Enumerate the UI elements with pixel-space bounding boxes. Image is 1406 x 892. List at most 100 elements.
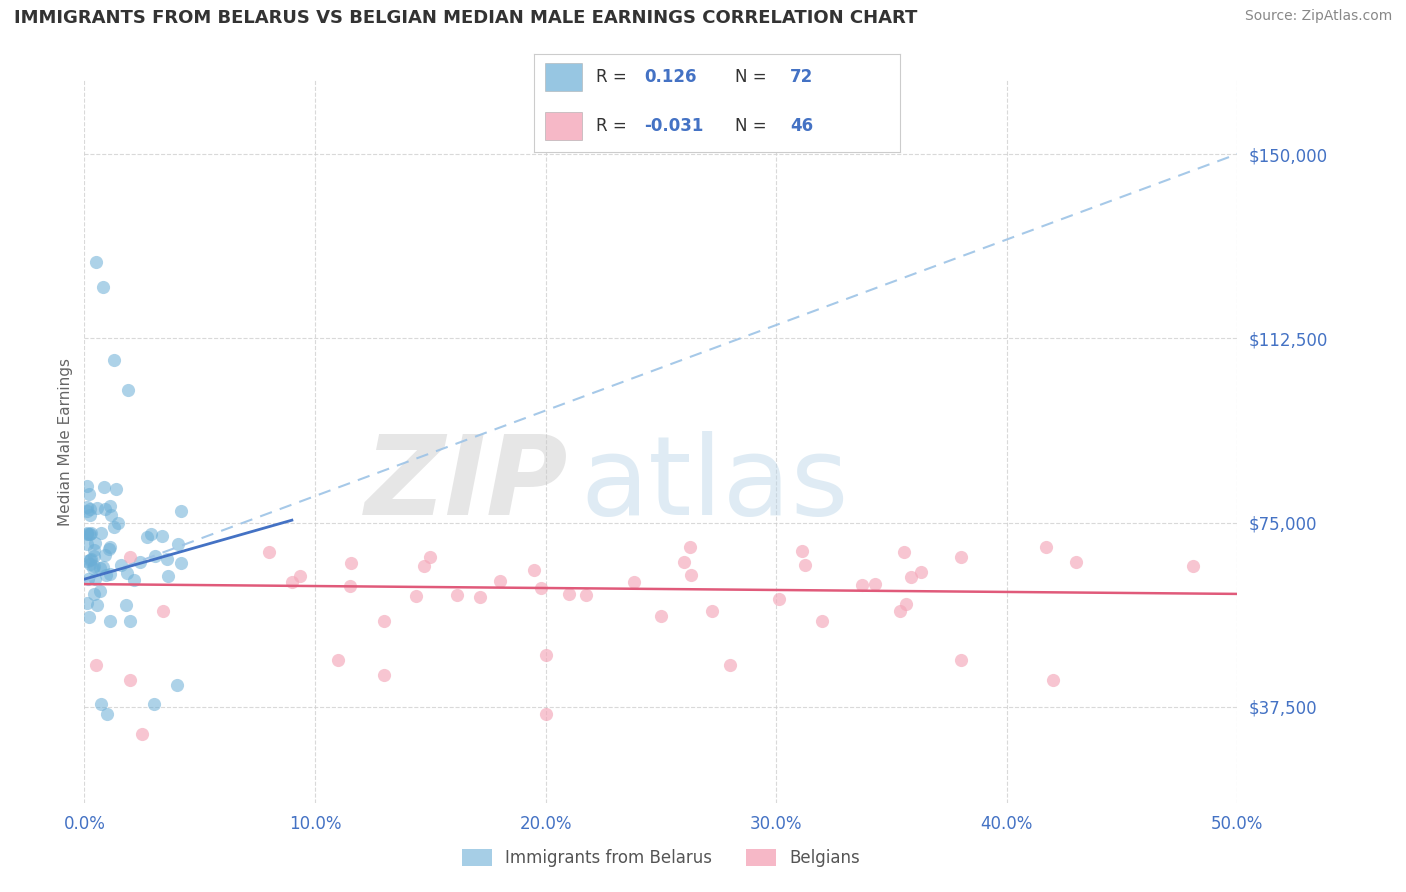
Point: [98, 540, 121, 554]
Y-axis label: Median Male Earnings: Median Male Earnings: [58, 358, 73, 525]
Point: [76, 500, 98, 514]
Point: [120, 549, 142, 564]
Point: [851, 577, 873, 591]
Point: [79, 553, 101, 567]
Text: 72: 72: [790, 68, 814, 86]
Point: [142, 698, 165, 712]
Point: [143, 549, 166, 564]
Point: [83, 543, 105, 558]
Point: [679, 540, 702, 554]
Point: [910, 565, 932, 579]
Point: [575, 589, 598, 603]
Point: [534, 648, 557, 663]
Point: [534, 707, 557, 722]
Point: [89, 698, 111, 712]
Point: [79, 557, 101, 571]
Point: [129, 555, 152, 569]
Point: [679, 567, 702, 582]
Text: IMMIGRANTS FROM BELARUS VS BELGIAN MEDIAN MALE EARNINGS CORRELATION CHART: IMMIGRANTS FROM BELARUS VS BELGIAN MEDIA…: [14, 9, 918, 27]
Point: [86, 599, 108, 613]
Point: [105, 482, 128, 496]
Bar: [546, 112, 582, 140]
Point: [83, 536, 105, 550]
Point: [156, 552, 179, 566]
Point: [76, 478, 98, 492]
Point: [419, 549, 441, 564]
Point: [468, 590, 491, 604]
Point: [288, 569, 311, 583]
Point: [623, 574, 645, 589]
Point: [79, 501, 101, 516]
Point: [1181, 558, 1204, 573]
Point: [166, 536, 188, 550]
Point: [120, 673, 142, 687]
Point: [84, 255, 107, 269]
Point: [281, 574, 304, 589]
Point: [79, 527, 101, 541]
Bar: [546, 63, 582, 91]
Point: [405, 590, 427, 604]
Text: atlas: atlas: [581, 432, 849, 539]
Point: [79, 526, 101, 541]
Point: [79, 508, 101, 522]
Point: [90, 526, 112, 541]
Point: [863, 577, 886, 591]
Point: [558, 587, 581, 601]
Point: [900, 570, 922, 584]
Point: [82, 561, 104, 575]
Text: ZIP: ZIP: [366, 432, 568, 539]
Text: 0.126: 0.126: [644, 68, 696, 86]
Point: [150, 528, 173, 542]
Point: [117, 383, 139, 397]
Point: [86, 500, 108, 515]
Point: [326, 653, 349, 667]
Text: R =: R =: [596, 117, 633, 135]
Point: [790, 544, 813, 558]
Point: [94, 548, 117, 562]
Point: [672, 555, 695, 569]
Point: [135, 530, 157, 544]
Point: [131, 727, 153, 741]
Point: [768, 592, 790, 607]
Point: [373, 668, 395, 682]
Point: [76, 526, 98, 541]
Point: [794, 558, 817, 572]
Point: [114, 598, 136, 612]
Point: [1042, 673, 1064, 687]
Point: [702, 604, 724, 618]
Point: [107, 516, 129, 531]
Point: [80, 552, 103, 566]
Text: -0.031: -0.031: [644, 117, 703, 135]
Point: [110, 558, 132, 573]
Point: [96, 567, 118, 582]
Point: [446, 588, 468, 602]
Point: [170, 556, 193, 570]
Text: R =: R =: [596, 68, 633, 86]
Point: [893, 544, 915, 558]
Point: [1064, 555, 1087, 569]
Point: [340, 556, 363, 570]
Point: [83, 549, 105, 563]
Point: [894, 597, 917, 611]
Point: [120, 614, 142, 628]
Point: [89, 583, 111, 598]
Point: [77, 487, 100, 501]
Point: [76, 537, 98, 551]
Point: [1035, 540, 1057, 554]
Point: [339, 579, 361, 593]
Point: [98, 614, 121, 628]
Point: [889, 604, 911, 618]
Point: [77, 572, 100, 586]
Point: [718, 658, 741, 673]
Point: [100, 508, 122, 523]
Point: [257, 545, 280, 559]
Point: [84, 658, 107, 673]
Point: [96, 707, 118, 722]
Text: Source: ZipAtlas.com: Source: ZipAtlas.com: [1244, 9, 1392, 23]
Point: [91, 279, 114, 293]
Point: [413, 559, 436, 574]
Point: [98, 541, 121, 556]
Point: [76, 596, 98, 610]
Point: [166, 678, 188, 692]
Point: [77, 609, 100, 624]
